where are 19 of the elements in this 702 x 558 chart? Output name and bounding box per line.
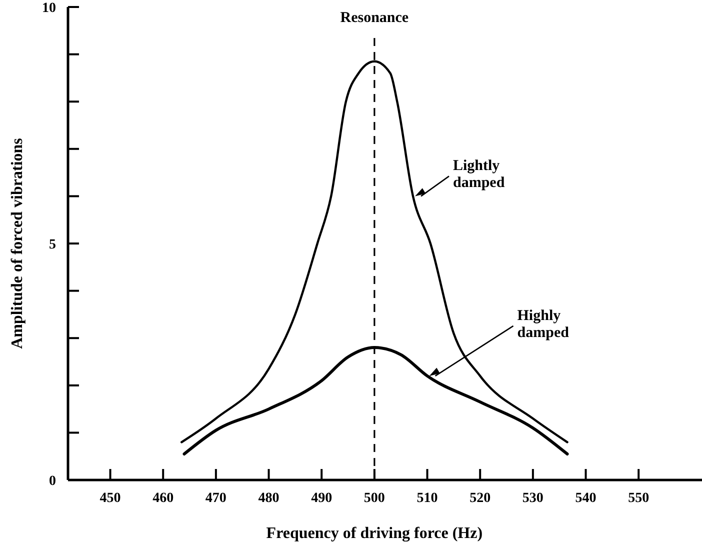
- x-tick-label: 460: [152, 491, 174, 506]
- x-tick-label: 520: [470, 491, 491, 506]
- y-axis-title: Amplitude of forced vibrations: [9, 138, 26, 349]
- y-tick-label: 5: [49, 238, 56, 252]
- x-tick-label: 550: [628, 491, 650, 506]
- x-tick-label: 500: [364, 491, 385, 506]
- x-tick-label: 530: [522, 491, 544, 506]
- x-tick-label: 540: [575, 491, 596, 506]
- text: Lightly damped: [453, 158, 506, 192]
- x-tick-label: 480: [258, 491, 280, 506]
- x-axis-title: Frequency of driving force (Hz): [266, 525, 483, 542]
- y-tick-label: 0: [49, 474, 56, 489]
- x-tick-label: 510: [416, 491, 438, 506]
- x-tick-label: 490: [311, 491, 332, 506]
- x-tick-label: 450: [100, 491, 121, 506]
- text: Highly damped: [517, 308, 570, 341]
- y-tick-label: 10: [42, 1, 56, 16]
- x-tick-label: 470: [205, 491, 226, 506]
- ref-line-label: Resonance: [340, 10, 409, 26]
